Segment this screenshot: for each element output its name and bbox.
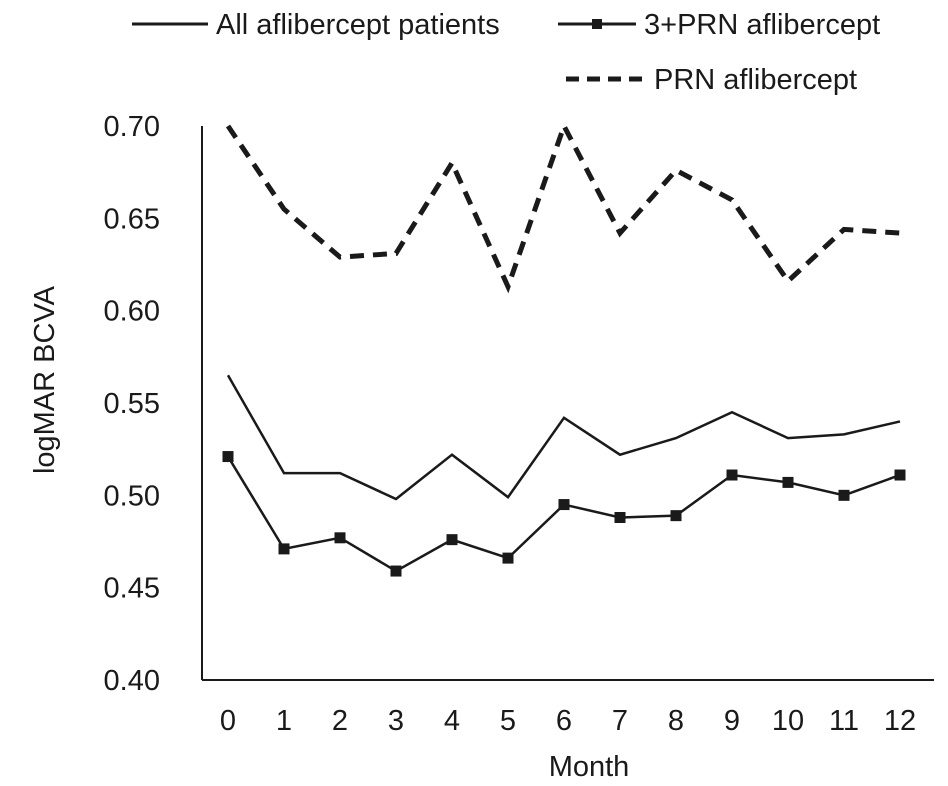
y-tick-label: 0.50 (104, 480, 160, 512)
legend-label-prn: PRN aflibercept (654, 64, 857, 96)
x-tick-label: 4 (444, 705, 460, 737)
x-tick-label: 8 (668, 705, 684, 737)
y-tick-label: 0.60 (104, 296, 160, 328)
data-point-marker (502, 552, 514, 564)
y-axis-title: logMAR BCVA (29, 285, 61, 474)
x-tick-label: 10 (772, 705, 804, 737)
axes (201, 126, 934, 681)
data-point-marker (838, 489, 850, 501)
y-tick-label: 0.55 (104, 388, 160, 420)
data-point-marker (614, 511, 626, 523)
legend: All aflibercept patients 3+PRN afliberce… (132, 9, 880, 96)
series-0 (226, 374, 901, 501)
series-layer (222, 119, 906, 577)
series-1 (222, 451, 906, 577)
legend-item-prn: PRN aflibercept (566, 64, 857, 96)
data-point-marker (670, 510, 682, 522)
x-tick-label: 12 (884, 705, 916, 737)
data-point-marker (446, 534, 458, 546)
data-point-marker (782, 476, 794, 488)
x-tick-labels: 0 1 2 3 4 5 6 7 8 9 10 11 12 (220, 705, 916, 737)
data-point-marker (726, 469, 738, 481)
y-tick-label: 0.40 (104, 665, 160, 697)
y-tick-label: 0.45 (104, 573, 160, 605)
series-line (226, 374, 901, 501)
legend-item-all-patients: All aflibercept patients (132, 9, 500, 41)
series-2 (225, 119, 901, 294)
y-tick-label: 0.70 (104, 111, 160, 143)
legend-label-3prn: 3+PRN aflibercept (644, 9, 880, 41)
series-line (225, 119, 901, 294)
x-tick-label: 11 (829, 705, 859, 737)
data-point-marker (894, 469, 906, 481)
x-tick-label: 5 (500, 705, 516, 737)
y-tick-label: 0.65 (104, 203, 160, 235)
data-point-marker (222, 451, 234, 463)
x-tick-label: 6 (556, 705, 572, 737)
legend-marker-3prn (592, 19, 602, 29)
y-tick-labels: 0.40 0.45 0.50 0.55 0.60 0.65 0.70 (104, 111, 160, 697)
x-tick-label: 0 (220, 705, 236, 737)
x-tick-label: 2 (332, 705, 348, 737)
data-point-marker (278, 543, 290, 555)
data-point-marker (334, 532, 346, 544)
x-tick-label: 3 (388, 705, 404, 737)
legend-label-all-patients: All aflibercept patients (216, 9, 500, 41)
x-axis-title: Month (549, 751, 630, 783)
x-tick-label: 1 (276, 705, 292, 737)
data-point-marker (390, 565, 402, 577)
legend-item-3prn: 3+PRN aflibercept (558, 9, 880, 41)
x-tick-label: 7 (612, 705, 628, 737)
x-tick-label: 9 (724, 705, 740, 737)
data-point-marker (558, 499, 570, 511)
